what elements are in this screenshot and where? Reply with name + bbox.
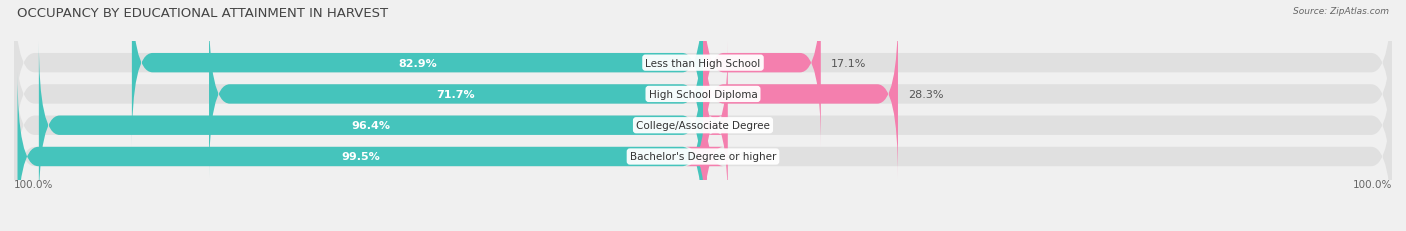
Text: College/Associate Degree: College/Associate Degree bbox=[636, 121, 770, 131]
Text: 0.49%: 0.49% bbox=[717, 152, 752, 162]
Text: 28.3%: 28.3% bbox=[908, 90, 943, 100]
Text: 82.9%: 82.9% bbox=[398, 58, 437, 68]
Text: Bachelor's Degree or higher: Bachelor's Degree or higher bbox=[630, 152, 776, 162]
FancyBboxPatch shape bbox=[132, 0, 703, 147]
Text: 99.5%: 99.5% bbox=[340, 152, 380, 162]
Text: Source: ZipAtlas.com: Source: ZipAtlas.com bbox=[1294, 7, 1389, 16]
FancyBboxPatch shape bbox=[14, 73, 1392, 231]
FancyBboxPatch shape bbox=[14, 42, 1392, 210]
FancyBboxPatch shape bbox=[17, 73, 703, 231]
Text: 17.1%: 17.1% bbox=[831, 58, 866, 68]
Text: High School Diploma: High School Diploma bbox=[648, 90, 758, 100]
FancyBboxPatch shape bbox=[703, 42, 728, 210]
Text: 100.0%: 100.0% bbox=[1353, 179, 1392, 189]
Text: 100.0%: 100.0% bbox=[14, 179, 53, 189]
Text: 3.6%: 3.6% bbox=[738, 121, 766, 131]
Text: OCCUPANCY BY EDUCATIONAL ATTAINMENT IN HARVEST: OCCUPANCY BY EDUCATIONAL ATTAINMENT IN H… bbox=[17, 7, 388, 20]
FancyBboxPatch shape bbox=[686, 73, 724, 231]
Text: 96.4%: 96.4% bbox=[352, 121, 391, 131]
FancyBboxPatch shape bbox=[703, 11, 898, 178]
FancyBboxPatch shape bbox=[703, 0, 821, 147]
Text: 71.7%: 71.7% bbox=[437, 90, 475, 100]
FancyBboxPatch shape bbox=[39, 42, 703, 210]
FancyBboxPatch shape bbox=[209, 11, 703, 178]
Text: Less than High School: Less than High School bbox=[645, 58, 761, 68]
FancyBboxPatch shape bbox=[14, 0, 1392, 147]
FancyBboxPatch shape bbox=[14, 11, 1392, 178]
